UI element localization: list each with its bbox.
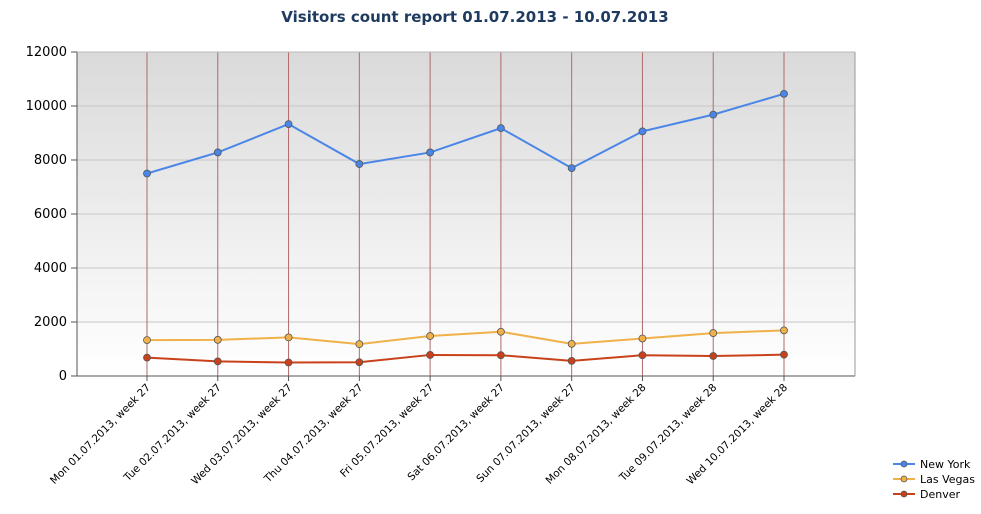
- chart-title: Visitors count report 01.07.2013 - 10.07…: [281, 8, 668, 26]
- legend-label: Las Vegas: [920, 473, 975, 486]
- legend-label: New York: [920, 458, 971, 471]
- legend-item-denver: Denver: [893, 488, 960, 501]
- data-point-denver: [426, 351, 435, 359]
- data-point-las-vegas: [284, 333, 293, 342]
- data-point-new-york: [496, 124, 505, 133]
- data-point-denver: [284, 358, 293, 367]
- series-line-denver: [146, 353, 785, 364]
- y-tick-label: 10000: [26, 99, 67, 114]
- data-point-denver: [496, 351, 505, 360]
- data-point-denver: [780, 350, 788, 359]
- data-point-new-york: [213, 148, 222, 157]
- data-point-denver: [709, 352, 718, 360]
- legend-swatch-marker: [900, 475, 908, 483]
- y-tick-label: 6000: [34, 207, 67, 222]
- data-point-new-york: [638, 127, 647, 136]
- series-las-vegas: [143, 326, 788, 349]
- legend: New York Las Vegas Denver: [893, 458, 975, 501]
- series-denver: [143, 350, 788, 367]
- data-point-new-york: [284, 120, 293, 128]
- data-point-las-vegas: [355, 340, 364, 349]
- y-tick-label: 8000: [34, 153, 67, 168]
- data-point-las-vegas: [709, 329, 718, 337]
- data-point-las-vegas: [143, 336, 151, 344]
- data-point-new-york: [709, 110, 718, 119]
- data-point-new-york: [143, 169, 151, 178]
- data-point-new-york: [426, 148, 435, 157]
- series-line-las-vegas: [146, 329, 785, 346]
- data-point-denver: [143, 353, 151, 362]
- data-point-las-vegas: [638, 334, 647, 343]
- y-axis-ticks: 0 2000 4000 6000 8000 10000 12000: [26, 45, 77, 384]
- y-tick-label: 0: [59, 369, 67, 384]
- data-point-new-york: [355, 160, 364, 168]
- y-tick-label: 2000: [34, 315, 67, 330]
- series-layer: [143, 89, 788, 367]
- legend-label: Denver: [920, 488, 960, 501]
- data-point-denver: [355, 358, 364, 367]
- legend-item-las-vegas: Las Vegas: [893, 473, 975, 486]
- data-point-denver: [213, 357, 222, 366]
- legend-swatch-marker: [900, 460, 908, 468]
- y-tick-label: 4000: [34, 261, 67, 276]
- data-point-las-vegas: [213, 335, 222, 344]
- data-point-las-vegas: [780, 326, 788, 335]
- legend-item-new-york: New York: [893, 458, 971, 471]
- data-point-las-vegas: [426, 332, 435, 340]
- legend-swatch-marker: [900, 490, 908, 498]
- data-point-denver: [567, 356, 576, 365]
- data-point-new-york: [780, 89, 788, 98]
- series-new-york: [143, 89, 788, 178]
- y-tick-label: 12000: [26, 45, 67, 60]
- data-point-las-vegas: [496, 327, 505, 336]
- data-point-new-york: [567, 164, 576, 173]
- data-point-denver: [638, 351, 647, 360]
- data-point-las-vegas: [567, 339, 576, 348]
- vertical-gridlines: [146, 52, 785, 376]
- series-line-new-york: [146, 92, 785, 175]
